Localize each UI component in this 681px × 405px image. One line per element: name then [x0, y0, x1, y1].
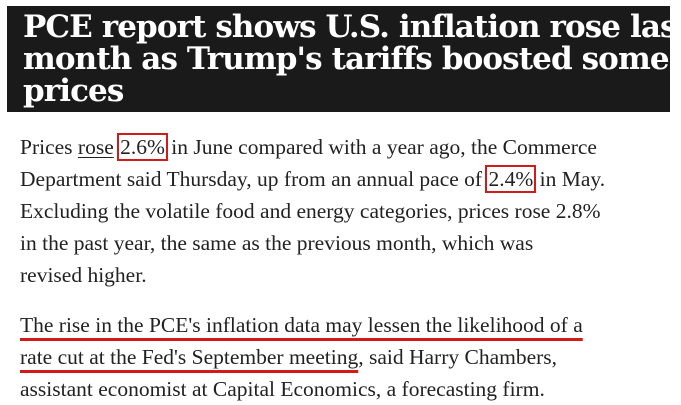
paragraph-2-line-1: The rise in the PCE's inflation data may…	[20, 309, 583, 341]
highlight-box-may-value: 2.4%	[485, 165, 537, 193]
text-segment: Department said Thursday, up from an ann…	[20, 167, 488, 191]
paragraph-2-line-2: rate cut at the Fed's September meeting,…	[20, 341, 583, 373]
paragraph-1-line-5: revised higher.	[20, 263, 147, 287]
paragraph-1-line-1: Prices rose 2.6% in June compared with a…	[20, 131, 605, 163]
paragraph-1-line-3: Excluding the volatile food and energy c…	[20, 199, 601, 223]
text-segment: , said Harry Chambers,	[358, 345, 558, 369]
headline-line-1: PCE report shows U.S. inflation rose las…	[23, 9, 681, 45]
article-paragraph-2: The rise in the PCE's inflation data may…	[20, 309, 583, 405]
headline-line-3: prices	[23, 73, 124, 109]
rose-link[interactable]: rose	[77, 135, 114, 159]
text-segment: in May.	[534, 167, 606, 191]
headline-line-2: month as Trump's tariffs boosted some	[23, 41, 670, 77]
highlight-box-june-value: 2.6%	[117, 133, 168, 161]
text-segment: Prices	[20, 135, 78, 159]
article-headline: PCE report shows U.S. inflation rose las…	[23, 9, 681, 109]
article-paragraph-1: Prices rose 2.6% in June compared with a…	[20, 131, 605, 291]
paragraph-1-line-2: Department said Thursday, up from an ann…	[20, 163, 605, 195]
paragraph-2-line-3: assistant economist at Capital Economics…	[20, 377, 545, 401]
red-underline-annotation: rate cut at the Fed's September meeting	[20, 345, 359, 369]
text-segment: in June compared with a year ago, the Co…	[165, 135, 597, 159]
red-underline-annotation: The rise in the PCE's inflation data may…	[20, 313, 583, 337]
paragraph-1-line-4: in the past year, the same as the previo…	[20, 231, 534, 255]
headline-banner: PCE report shows U.S. inflation rose las…	[7, 6, 681, 112]
